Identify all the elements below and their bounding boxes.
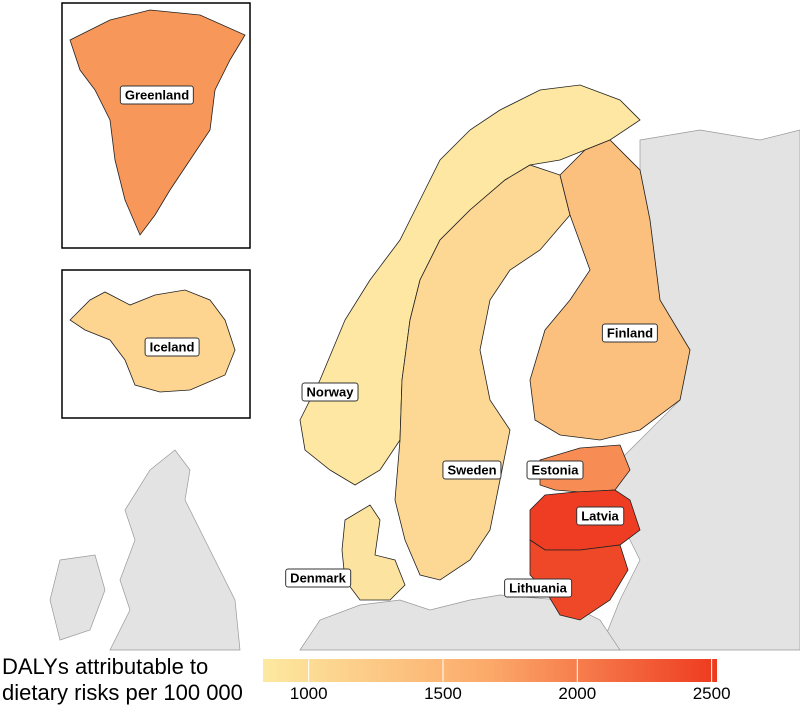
continent-land: [299, 594, 621, 651]
legend-colorbar: [263, 659, 717, 682]
label-estonia: Estonia: [526, 460, 584, 480]
region-greenland: [69, 9, 246, 236]
label-finland: Finland: [601, 323, 659, 343]
label-sweden: Sweden: [442, 460, 502, 480]
legend-tick-label: 1000: [289, 684, 328, 703]
uk-land: [109, 449, 241, 651]
legend-title-line2: dietary risks per 100 000: [2, 680, 243, 705]
legend-tick-label: 1500: [424, 684, 462, 703]
label-lithuania: Lithuania: [504, 578, 572, 598]
region-denmark: [341, 504, 406, 601]
label-norway: Norway: [301, 382, 359, 402]
legend-tick-label: 2500: [692, 684, 731, 703]
label-iceland: Iceland: [144, 337, 200, 357]
legend-title: DALYs attributable to dietary risks per …: [2, 654, 243, 706]
ireland-land: [49, 554, 106, 641]
label-latvia: Latvia: [576, 506, 624, 526]
legend-title-line1: DALYs attributable to: [2, 654, 209, 679]
background-land: [49, 129, 800, 651]
label-greenland: Greenland: [119, 85, 195, 105]
label-denmark: Denmark: [285, 568, 351, 588]
region-sweden: [394, 164, 571, 581]
legend-tick-label: 2000: [558, 684, 597, 703]
region-finland: [529, 139, 691, 441]
